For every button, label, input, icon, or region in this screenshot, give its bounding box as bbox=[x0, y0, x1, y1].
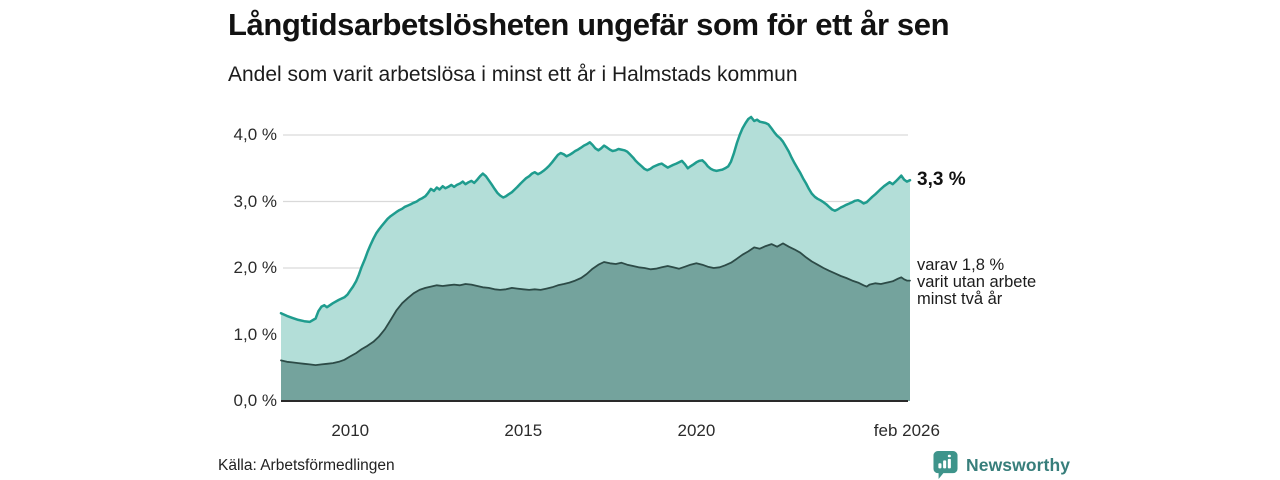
brand-link[interactable]: Newsworthy bbox=[933, 450, 1070, 480]
brand-name: Newsworthy bbox=[966, 454, 1071, 475]
chart-subtitle: Andel som varit arbetslösa i minst ett å… bbox=[228, 63, 798, 86]
y-axis-tick-label: 0,0 % bbox=[233, 391, 277, 410]
x-axis-tick-label: 2010 bbox=[331, 421, 370, 440]
chart-title: Långtidsarbetslösheten ungefär som för e… bbox=[228, 7, 950, 42]
line-series-0 bbox=[279, 115, 912, 324]
x-axis-tick-label: 2020 bbox=[677, 421, 716, 440]
series-end-label-total: 3,3 % bbox=[917, 169, 966, 191]
y-axis-tick-label: 1,0 % bbox=[233, 324, 277, 344]
source-note: Källa: Arbetsförmedlingen bbox=[218, 457, 395, 474]
x-axis-tick-label: feb 2026 bbox=[873, 421, 940, 440]
line-series-1 bbox=[280, 242, 911, 366]
series-end-label-subset: varav 1,8 % varit utan arbete minst två … bbox=[917, 255, 1037, 309]
y-axis-tick-label: 2,0 % bbox=[233, 258, 277, 277]
x-axis-tick-label: 2015 bbox=[504, 421, 543, 440]
y-axis-tick-label: 3,0 % bbox=[233, 191, 277, 211]
y-axis-tick-label: 4,0 % bbox=[233, 125, 277, 144]
newsworthy-logo-icon bbox=[933, 451, 958, 479]
area-series-1 bbox=[281, 243, 910, 401]
